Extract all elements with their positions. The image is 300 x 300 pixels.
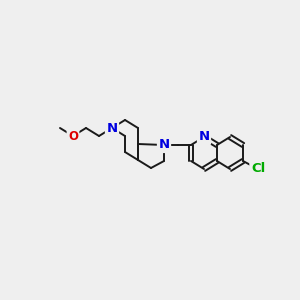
Text: N: N (198, 130, 210, 143)
Text: Cl: Cl (251, 163, 265, 176)
Text: N: N (106, 122, 118, 134)
Text: N: N (158, 139, 169, 152)
Text: O: O (68, 130, 78, 142)
